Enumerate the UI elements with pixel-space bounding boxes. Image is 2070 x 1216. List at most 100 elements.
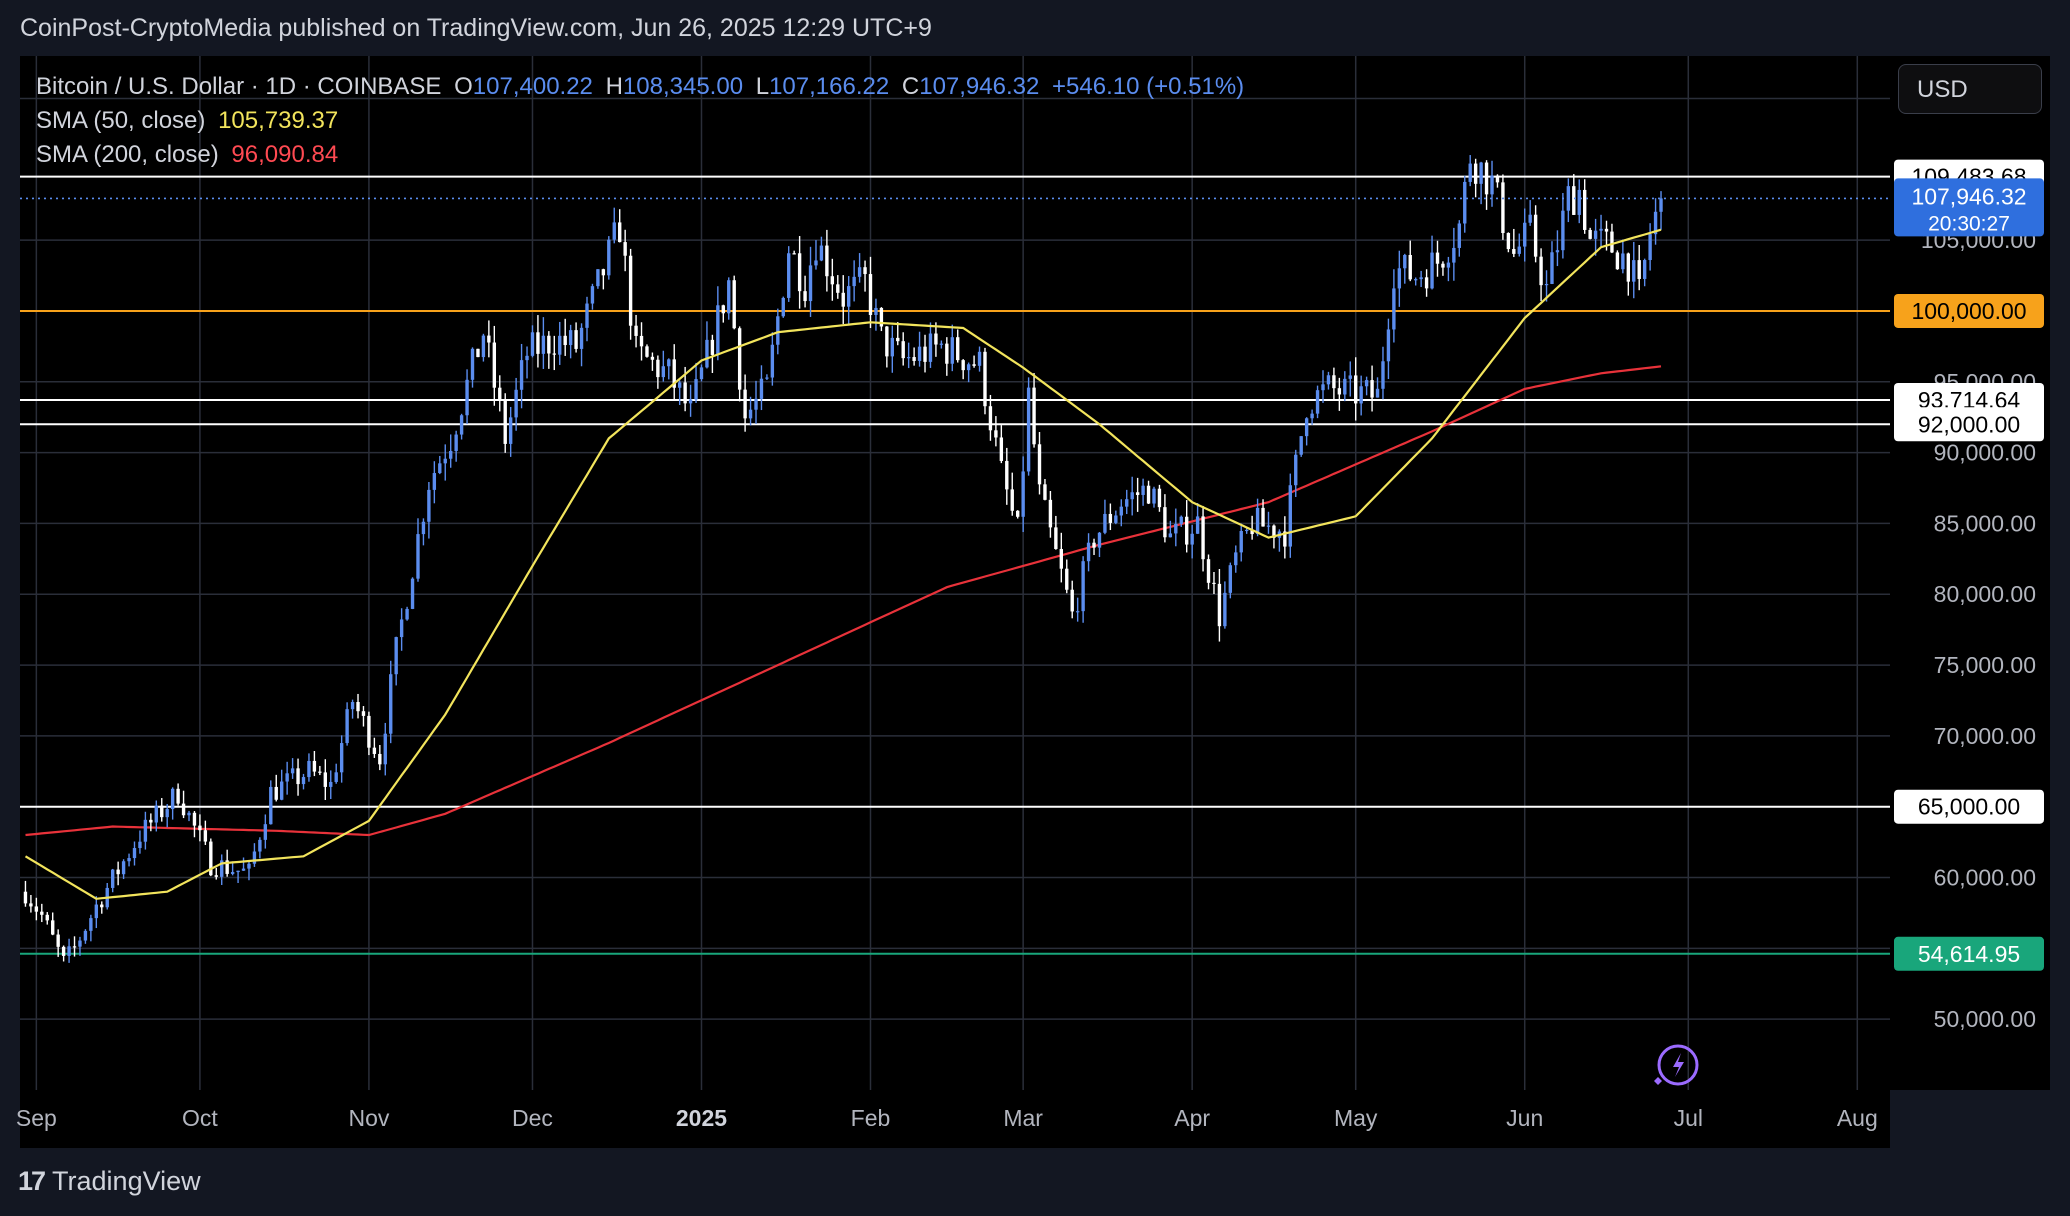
candle-body	[258, 839, 262, 852]
candle-body	[1206, 559, 1211, 583]
candle-body	[1288, 485, 1292, 547]
candle-body	[912, 357, 916, 361]
y-tick-label: 70,000.00	[1934, 723, 2036, 749]
candle-body	[438, 463, 442, 474]
tradingview-logo[interactable]: 17 TradingView	[18, 1166, 201, 1197]
candle-body	[1299, 436, 1303, 455]
candle-body	[547, 335, 551, 354]
candle-body	[1010, 489, 1014, 511]
candle-body	[836, 284, 840, 293]
candle-body	[1037, 444, 1042, 485]
candle-body	[721, 305, 725, 314]
candle-body	[896, 337, 900, 342]
candle-body	[56, 934, 60, 947]
candle-body	[1048, 499, 1053, 528]
replay-icon[interactable]	[1654, 1044, 1699, 1086]
candle-body	[110, 869, 115, 888]
time-scale-area[interactable]	[20, 1090, 1890, 1148]
candle-body	[1125, 499, 1129, 507]
low-value: 107,166.22	[769, 73, 890, 100]
candle-body	[988, 406, 993, 431]
candle-body	[1348, 375, 1352, 379]
candle-body	[814, 260, 818, 266]
publish-header: CoinPost-CryptoMedia published on Tradin…	[0, 0, 2070, 56]
sma200-label: SMA (200, close)	[36, 141, 219, 168]
candle-body	[421, 521, 426, 535]
candle-body	[1413, 279, 1418, 281]
sma50-legend-row[interactable]: SMA (50, close) 105,739.37	[36, 104, 1250, 138]
candle-body	[1632, 260, 1636, 282]
candle-body	[1539, 256, 1543, 286]
candle-body	[399, 619, 404, 638]
candle-body	[743, 389, 747, 419]
candle-body	[1473, 163, 1478, 184]
candle-body	[187, 812, 191, 816]
candle-body	[623, 242, 627, 256]
level-badge	[1894, 789, 2044, 824]
candle-body	[1326, 375, 1331, 385]
candle-body	[863, 267, 867, 275]
candle-body	[160, 805, 164, 818]
candle-body	[1343, 378, 1347, 395]
currency-selector[interactable]: USD	[1898, 64, 2042, 114]
candle-body	[667, 359, 671, 367]
candle-body	[383, 733, 387, 765]
candle-body	[367, 715, 371, 748]
candle-body	[1185, 516, 1189, 545]
candle-body	[574, 330, 578, 349]
candle-body	[345, 709, 349, 744]
candle-body	[1446, 262, 1451, 268]
candle-body	[476, 348, 480, 358]
sma200-legend-row[interactable]: SMA (200, close) 96,090.84	[36, 138, 1250, 172]
candle-body	[874, 307, 878, 315]
sma50-line	[24, 228, 1662, 900]
candle-body	[906, 357, 911, 359]
candle-body	[1337, 388, 1342, 395]
candle-body	[192, 812, 197, 826]
candle-body	[443, 458, 447, 464]
candle-body	[1332, 375, 1336, 389]
tradingview-logo-text: TradingView	[52, 1166, 201, 1196]
candle-body	[1266, 525, 1271, 527]
candle-body	[454, 434, 458, 451]
candle-body	[808, 265, 813, 302]
candle-body	[1005, 460, 1009, 490]
candle-body	[410, 578, 415, 609]
candle-body	[759, 378, 764, 399]
candle-body	[1174, 523, 1178, 534]
candle-body	[40, 911, 44, 915]
candle-body	[716, 305, 720, 355]
candle-body	[214, 875, 218, 877]
symbol-title[interactable]: Bitcoin / U.S. Dollar · 1D · COINBASE	[36, 73, 442, 100]
current-price-label: 107,946.32	[1911, 183, 2026, 209]
candle-body	[579, 327, 584, 349]
candle-body	[34, 906, 39, 912]
level-badge	[1894, 936, 2044, 971]
candle-body	[901, 341, 905, 359]
candle-body	[1424, 277, 1429, 289]
candle-body	[1397, 268, 1402, 289]
y-tick-label: 50,000.00	[1934, 1006, 2036, 1032]
x-tick-label: Mar	[1003, 1105, 1043, 1131]
candle-body	[1375, 388, 1380, 398]
close-value: 107,946.32	[919, 73, 1040, 100]
candle-body	[552, 353, 556, 355]
open-value: 107,400.22	[472, 73, 593, 100]
candle-body	[1555, 250, 1560, 253]
candle-body	[1593, 230, 1598, 239]
candle-body	[994, 430, 998, 438]
candle-body	[1359, 386, 1363, 404]
candle-body	[1370, 380, 1374, 398]
candle-body	[416, 534, 420, 579]
candle-body	[797, 253, 802, 292]
x-tick-label: Jun	[1506, 1105, 1543, 1131]
change-value: +546.10 (+0.51%)	[1052, 73, 1245, 100]
candle-body	[727, 280, 731, 314]
candle-body	[1059, 548, 1064, 569]
candle-body	[432, 473, 437, 490]
candle-body	[1097, 532, 1102, 548]
candle-body	[917, 346, 922, 361]
candle-body	[1523, 222, 1527, 247]
candle-body	[1108, 513, 1113, 523]
